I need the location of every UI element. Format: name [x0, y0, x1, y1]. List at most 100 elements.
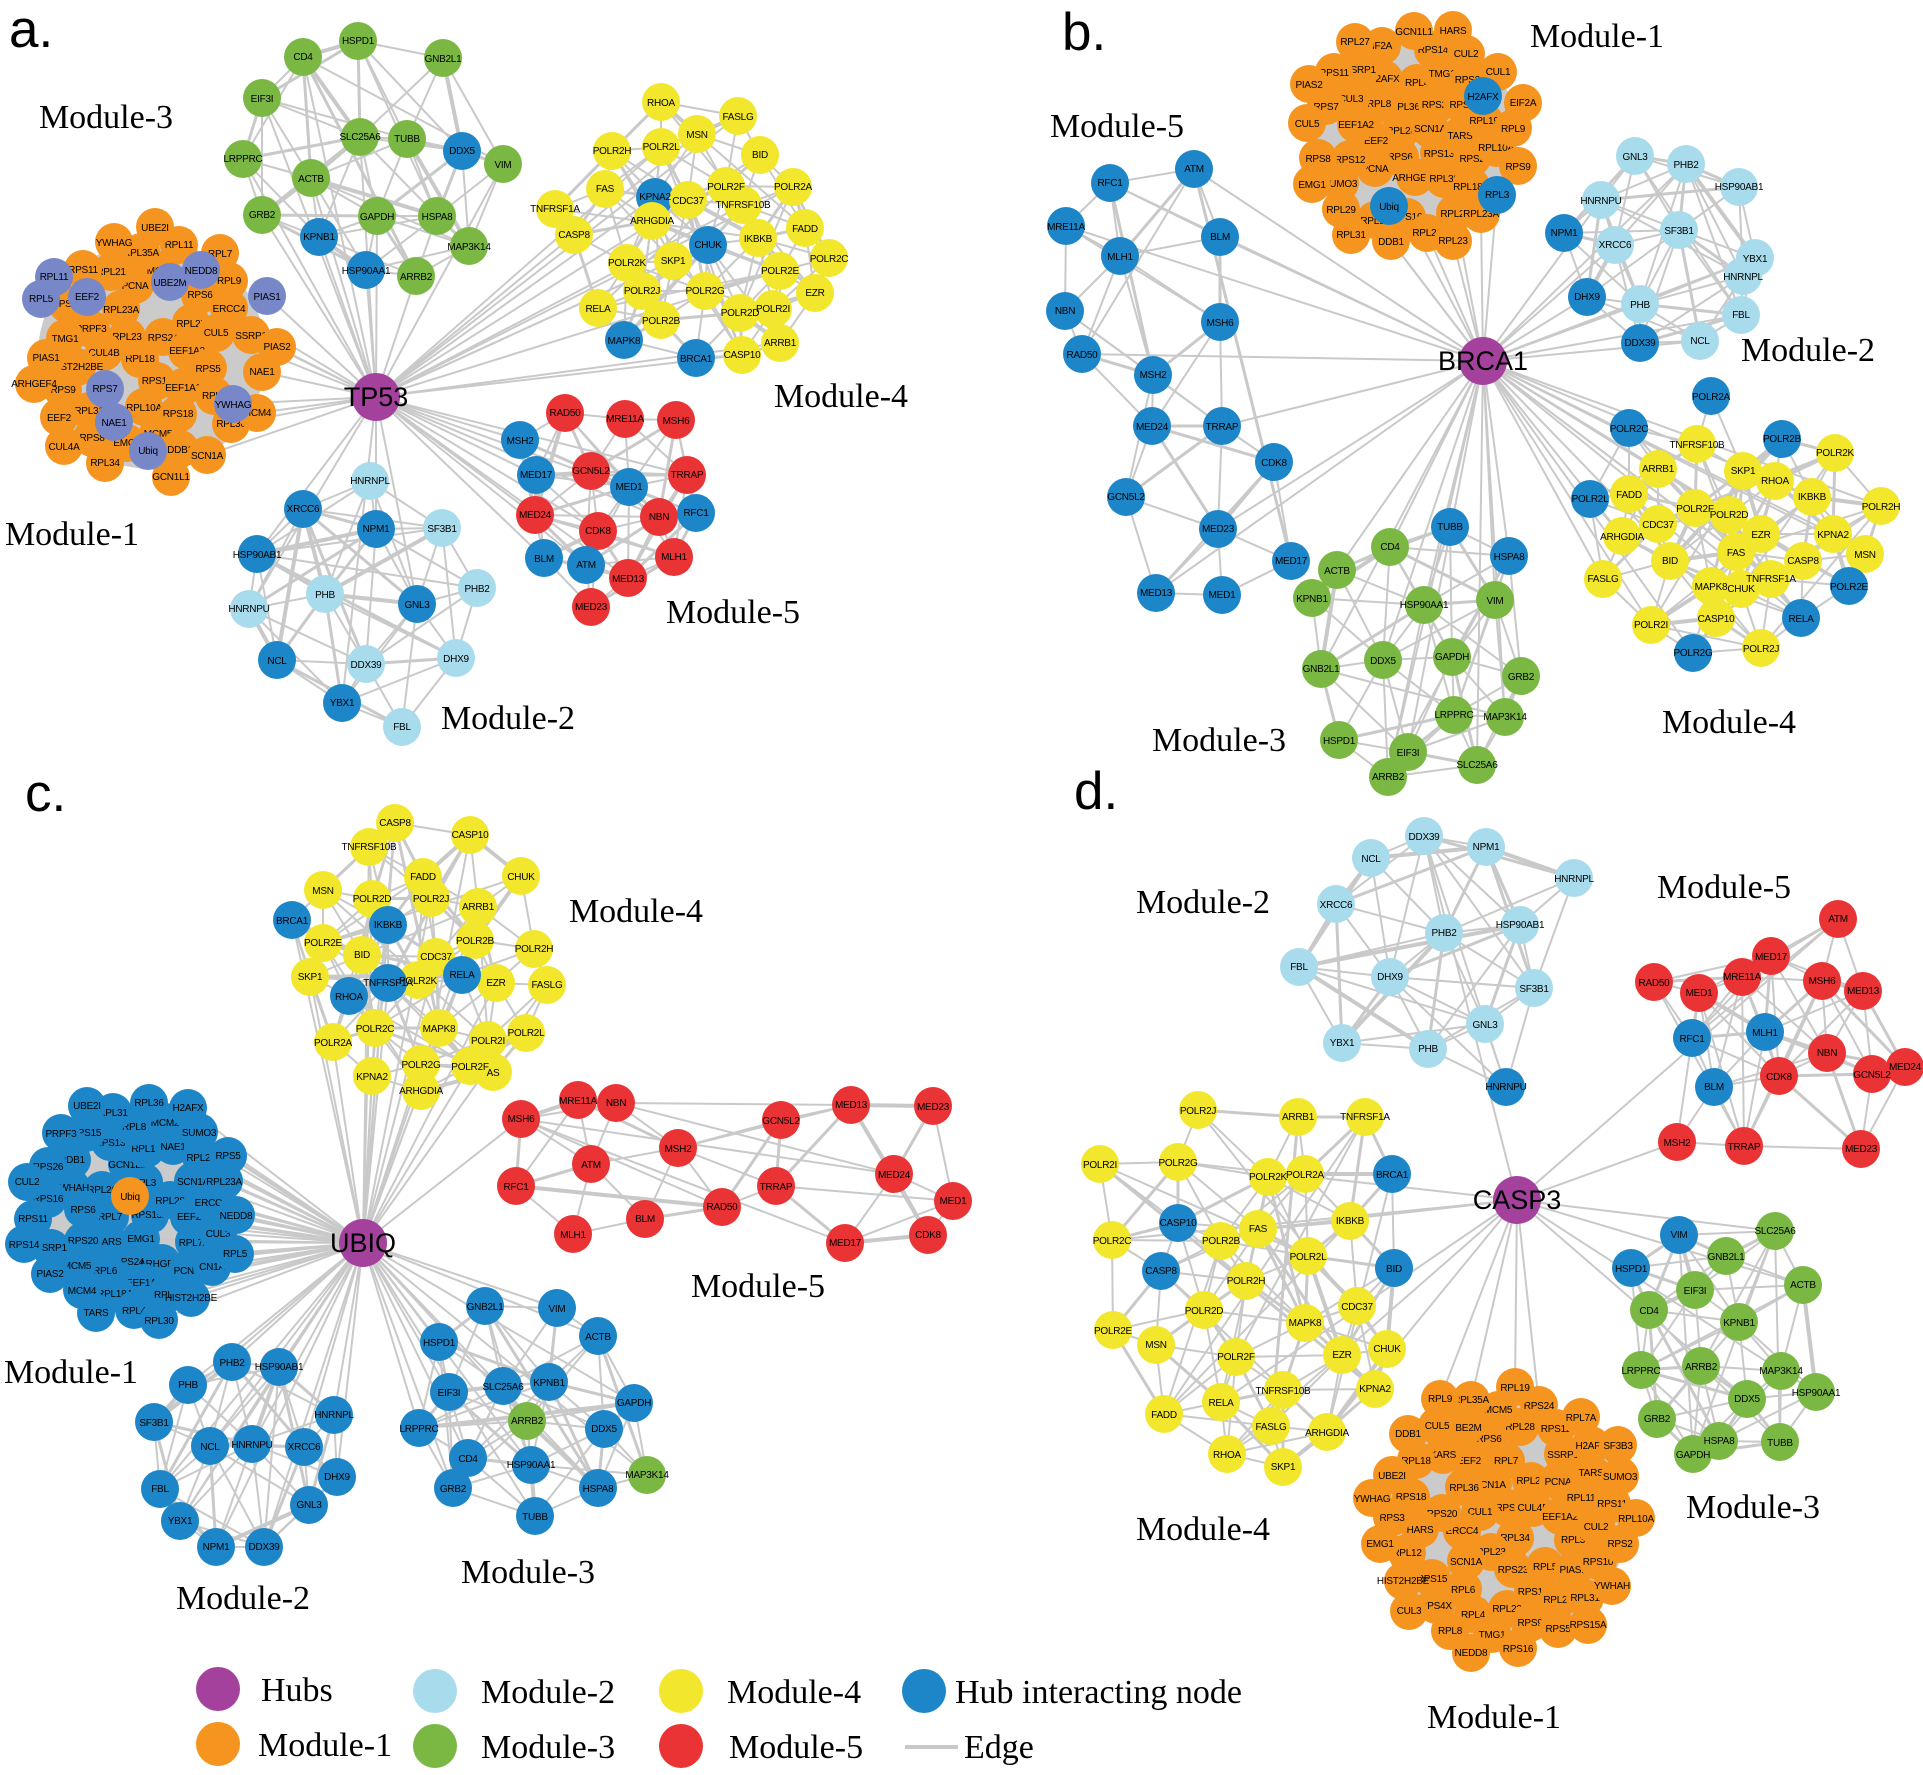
svg-text:PHB2: PHB2 — [464, 584, 490, 595]
svg-text:DDB1: DDB1 — [1378, 237, 1404, 248]
svg-text:POLR2D: POLR2D — [721, 308, 760, 319]
svg-text:HNRNPL: HNRNPL — [1554, 874, 1594, 885]
svg-text:ARHGEF4: ARHGEF4 — [11, 379, 57, 390]
svg-text:RHOA: RHOA — [1213, 1450, 1241, 1461]
svg-text:RPL4: RPL4 — [1461, 1610, 1486, 1621]
svg-text:MAP3K14: MAP3K14 — [447, 242, 491, 253]
svg-text:EMG1: EMG1 — [113, 438, 141, 449]
svg-text:NBN: NBN — [1055, 306, 1075, 317]
svg-text:NCL: NCL — [1690, 336, 1710, 347]
svg-text:RPL22: RPL22 — [1492, 1604, 1522, 1615]
svg-text:POLR2D: POLR2D — [1185, 1306, 1224, 1317]
svg-text:GCN5L2: GCN5L2 — [762, 1116, 800, 1127]
svg-text:NPM1: NPM1 — [1473, 842, 1500, 853]
svg-text:NBN: NBN — [1817, 1048, 1837, 1059]
svg-text:ARHGDIA: ARHGDIA — [1305, 1428, 1349, 1439]
svg-text:HARS: HARS — [1440, 26, 1467, 37]
svg-text:RPS12: RPS12 — [1541, 1424, 1572, 1435]
svg-text:YBX1: YBX1 — [1743, 254, 1768, 265]
svg-text:MSH2: MSH2 — [665, 1144, 692, 1155]
svg-text:CASP10: CASP10 — [1160, 1218, 1198, 1229]
svg-text:Module-4: Module-4 — [727, 1674, 861, 1711]
svg-text:GCN1L1: GCN1L1 — [152, 472, 190, 483]
svg-text:POLR2H: POLR2H — [593, 146, 632, 157]
svg-text:FAS: FAS — [1249, 1224, 1268, 1235]
svg-text:TNFRSF10B: TNFRSF10B — [342, 842, 398, 853]
svg-text:RPS14: RPS14 — [9, 1240, 40, 1251]
svg-text:SLC25A6: SLC25A6 — [339, 132, 381, 143]
svg-text:NEDD8: NEDD8 — [220, 1211, 253, 1222]
svg-text:EIF2A: EIF2A — [1510, 98, 1537, 109]
svg-text:BLM: BLM — [1210, 232, 1230, 243]
svg-text:RAD50: RAD50 — [707, 1202, 739, 1213]
svg-text:SLC25A6: SLC25A6 — [1754, 1226, 1796, 1237]
svg-text:IKBKB: IKBKB — [1798, 492, 1827, 503]
svg-text:CHUK: CHUK — [507, 872, 535, 883]
svg-text:TUBB: TUBB — [1437, 522, 1463, 533]
svg-text:FASLG: FASLG — [723, 112, 754, 123]
svg-text:CD4: CD4 — [1380, 542, 1400, 553]
svg-text:POLR2D: POLR2D — [1710, 510, 1749, 521]
svg-text:EEF1A2: EEF1A2 — [1542, 1512, 1578, 1523]
svg-text:KPNB1: KPNB1 — [303, 232, 335, 243]
svg-text:PRPF3: PRPF3 — [76, 324, 108, 335]
svg-text:GRB2: GRB2 — [249, 210, 276, 221]
svg-text:NBN: NBN — [649, 512, 669, 523]
svg-text:MED17: MED17 — [829, 1238, 862, 1249]
svg-text:HSPA8: HSPA8 — [1494, 552, 1525, 563]
svg-text:POLR2F: POLR2F — [1217, 1352, 1255, 1363]
svg-text:UBE2I: UBE2I — [1378, 1471, 1406, 1482]
svg-text:CHUK: CHUK — [1727, 584, 1755, 595]
svg-text:BRCA1: BRCA1 — [1438, 346, 1528, 376]
svg-text:H2AFX: H2AFX — [1468, 92, 1500, 103]
svg-text:RPL3: RPL3 — [132, 1178, 157, 1189]
svg-text:YBX1: YBX1 — [168, 1516, 193, 1527]
svg-text:EEF2: EEF2 — [1457, 1456, 1482, 1467]
svg-text:RPL10A: RPL10A — [1478, 143, 1514, 154]
svg-text:SF3B1: SF3B1 — [139, 1418, 169, 1429]
svg-text:ARHGDIA: ARHGDIA — [1600, 532, 1644, 543]
svg-text:SCN1A: SCN1A — [1414, 124, 1447, 135]
svg-text:MED1: MED1 — [1209, 590, 1236, 601]
svg-text:RPS15A: RPS15A — [1570, 1620, 1607, 1631]
svg-text:GAPDH: GAPDH — [360, 212, 394, 223]
svg-text:CASP8: CASP8 — [558, 230, 590, 241]
svg-text:BID: BID — [752, 150, 768, 161]
svg-text:ARRB1: ARRB1 — [462, 902, 495, 913]
svg-text:RPL26: RPL26 — [87, 1185, 117, 1196]
svg-text:RPL23: RPL23 — [1476, 1547, 1506, 1558]
svg-text:RPL24: RPL24 — [1543, 1595, 1573, 1606]
svg-text:DDX5: DDX5 — [1370, 656, 1396, 667]
svg-text:EMG1: EMG1 — [1366, 1539, 1394, 1550]
svg-text:GAPDH: GAPDH — [1676, 1450, 1710, 1461]
svg-text:TP53: TP53 — [344, 382, 409, 412]
svg-text:GCN5L2: GCN5L2 — [1107, 492, 1145, 503]
svg-text:MSN: MSN — [686, 130, 708, 141]
svg-text:BRCA1: BRCA1 — [680, 354, 713, 365]
svg-text:RPL18: RPL18 — [125, 354, 155, 365]
svg-text:RPL11: RPL11 — [40, 272, 69, 283]
svg-text:POLR2G: POLR2G — [401, 1060, 441, 1071]
svg-text:RPS13: RPS13 — [1518, 1587, 1549, 1598]
svg-text:MCM5: MCM5 — [1484, 1405, 1513, 1416]
svg-text:TNFRSF10B: TNFRSF10B — [716, 200, 772, 211]
svg-text:RPS12: RPS12 — [1335, 155, 1366, 166]
svg-text:LRPPRC: LRPPRC — [1621, 1366, 1660, 1377]
svg-text:TRRAP: TRRAP — [1728, 1142, 1761, 1153]
svg-text:MAP3K14: MAP3K14 — [1483, 712, 1527, 723]
svg-text:CUL5: CUL5 — [204, 328, 229, 339]
svg-text:RPL27: RPL27 — [176, 319, 206, 330]
svg-text:GRB2: GRB2 — [1644, 1414, 1671, 1425]
svg-text:EIF3I: EIF3I — [1684, 1286, 1707, 1297]
svg-text:KPNA2: KPNA2 — [1817, 530, 1849, 541]
svg-text:SLC25A6: SLC25A6 — [1456, 760, 1498, 771]
svg-text:POLR2C: POLR2C — [356, 1024, 395, 1035]
svg-text:RFC1: RFC1 — [503, 1182, 529, 1193]
svg-text:Module-3: Module-3 — [39, 99, 173, 136]
svg-text:BRCA1: BRCA1 — [276, 916, 309, 927]
svg-text:MSH2: MSH2 — [507, 436, 534, 447]
svg-text:MED24: MED24 — [1889, 1062, 1922, 1073]
svg-text:RPS7: RPS7 — [1495, 1503, 1521, 1514]
svg-text:PIAS1: PIAS1 — [32, 353, 60, 364]
svg-text:TUBB: TUBB — [522, 1512, 548, 1523]
